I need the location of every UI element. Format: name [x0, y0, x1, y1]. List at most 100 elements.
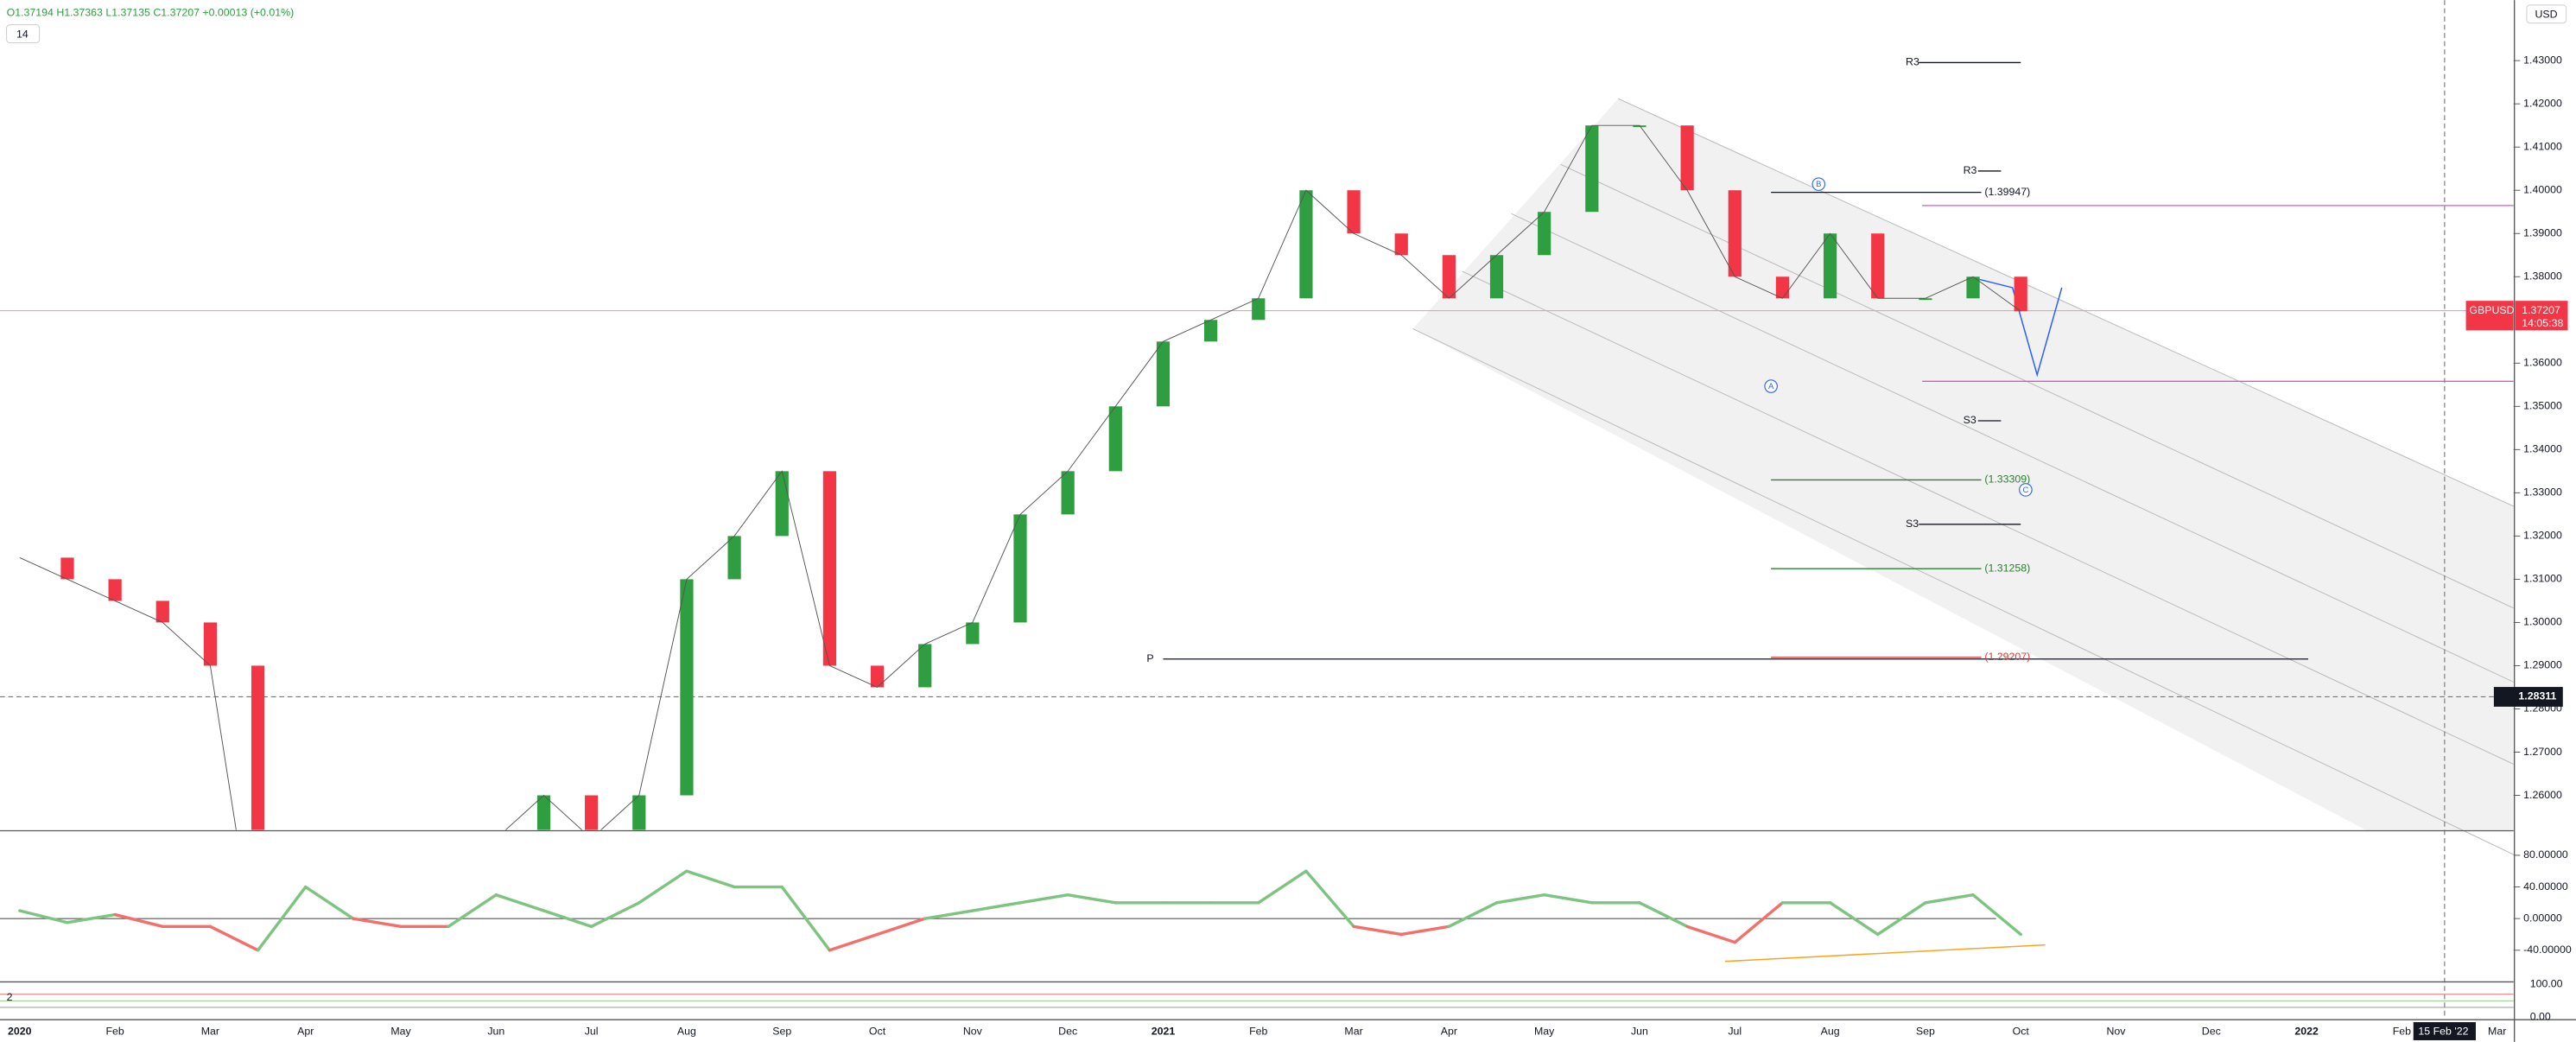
candle	[1156, 341, 1171, 407]
pivot-label: R3	[1964, 164, 1977, 176]
time-label: Aug	[677, 1026, 696, 1038]
pivot-label: S3	[1964, 414, 1976, 426]
pivot-label: P	[1146, 652, 1153, 664]
candle	[1871, 233, 1885, 299]
wave-label: B	[1816, 180, 1821, 189]
osc-segment	[1876, 901, 1927, 937]
last-price-tag	[2515, 301, 2568, 331]
osc-tick-label: 40.00000	[2523, 880, 2568, 893]
time-label: Sep	[1916, 1026, 1935, 1038]
time-label: Oct	[869, 1026, 886, 1038]
time-label: Feb	[1249, 1026, 1267, 1038]
osc-segment	[18, 909, 69, 924]
time-label: Jul	[585, 1026, 599, 1038]
channel-lines	[1412, 98, 2514, 855]
osc-segment	[1685, 924, 1736, 944]
candle	[1394, 233, 1408, 256]
candle	[775, 471, 789, 537]
candle	[632, 795, 646, 830]
price-tick-label: 1.28000	[2523, 702, 2562, 715]
price-series	[19, 124, 2027, 830]
osc-segment	[1447, 901, 1499, 929]
osc-segment	[638, 869, 688, 905]
candle	[1013, 514, 1027, 623]
candle	[1204, 320, 1218, 342]
crosshair-price: 1.28311	[2518, 690, 2556, 702]
pivot-label: (1.33309)	[1984, 473, 2030, 486]
osc-segment	[1018, 893, 1069, 905]
candle	[585, 795, 599, 830]
price-tick-label: 1.32000	[2523, 530, 2562, 542]
time-label: Mar	[201, 1026, 219, 1038]
price-tick-label: 1.38000	[2523, 270, 2562, 283]
candle	[918, 644, 932, 688]
candle	[1442, 255, 1456, 299]
candle	[1585, 125, 1599, 213]
wave-label: C	[2022, 486, 2028, 495]
osc-segment	[304, 885, 355, 920]
osc-segment	[447, 893, 498, 929]
price-tick-label: 1.35000	[2523, 400, 2562, 412]
time-label: Nov	[963, 1026, 983, 1038]
time-label: Jun	[1631, 1026, 1648, 1038]
pivot-lines	[1163, 61, 2309, 660]
time-label: Apr	[297, 1026, 314, 1038]
osc-segment	[923, 909, 974, 920]
candle	[822, 471, 837, 666]
pivot-label: S3	[1906, 518, 1919, 530]
osc-segment	[352, 917, 403, 929]
osc-segment	[1542, 893, 1594, 905]
time-label: Jun	[487, 1026, 504, 1038]
osc-tick-label: -40.00000	[2523, 944, 2572, 956]
osc-tick-label: 0.00000	[2523, 912, 2562, 924]
symbol: GBPUSD	[2469, 304, 2514, 316]
candle	[1728, 190, 1742, 277]
time-label: Mar	[1344, 1026, 1362, 1038]
candle	[251, 665, 265, 830]
interval: 14	[16, 28, 29, 40]
wave-marker	[1764, 379, 1778, 393]
lower-pane-length: 2	[7, 991, 13, 1003]
candle	[155, 600, 169, 623]
time-label: Nov	[2107, 1026, 2127, 1038]
candle	[727, 536, 741, 580]
candle	[1823, 233, 1837, 299]
osc-segment	[1352, 924, 1403, 937]
time-label: 2020	[8, 1026, 32, 1038]
price-tick-label: 1.31000	[2523, 573, 2562, 585]
osc-segment	[66, 912, 117, 924]
crosshair-date-tag	[2413, 1022, 2476, 1040]
time-label: Dec	[2202, 1026, 2221, 1038]
osc-segment	[1399, 924, 1451, 937]
osc-segment	[208, 924, 260, 952]
currency-button[interactable]	[2526, 4, 2567, 24]
price-tick-label: 1.27000	[2523, 746, 2562, 758]
price-tick-label: 1.40000	[2523, 183, 2562, 195]
osc-segment	[1924, 893, 1975, 905]
regression-channel	[1412, 98, 2514, 830]
candle	[1775, 276, 1790, 299]
osc-segment	[256, 885, 308, 952]
candle	[1538, 212, 1551, 256]
time-label: Mar	[2488, 1026, 2506, 1038]
interval-toggle[interactable]	[6, 24, 41, 44]
osc-segment	[542, 909, 593, 929]
lower-tick-label: 0.00	[2530, 1011, 2551, 1023]
price-tick-label: 1.36000	[2523, 357, 2562, 369]
candle	[203, 622, 218, 666]
candle	[1680, 125, 1694, 191]
candle	[1633, 125, 1646, 128]
osc-segment	[1494, 893, 1546, 905]
last-price: 1.37207	[2522, 304, 2560, 316]
price-tick-label: 1.26000	[2523, 789, 2562, 801]
osc-segment	[589, 901, 641, 929]
price-tick-label: 1.30000	[2523, 616, 2562, 628]
candle	[2014, 276, 2027, 312]
ohlc-legend: O1.37194 H1.37363 L1.37135 C1.37207 +0.0…	[7, 7, 295, 19]
crosshair-price-tag	[2493, 687, 2563, 707]
pivot-label: (1.39947)	[1984, 186, 2030, 198]
time-label: 2021	[1152, 1026, 1176, 1038]
price-tick-label: 1.42000	[2523, 97, 2562, 109]
price-tick-label: 1.41000	[2523, 140, 2562, 152]
